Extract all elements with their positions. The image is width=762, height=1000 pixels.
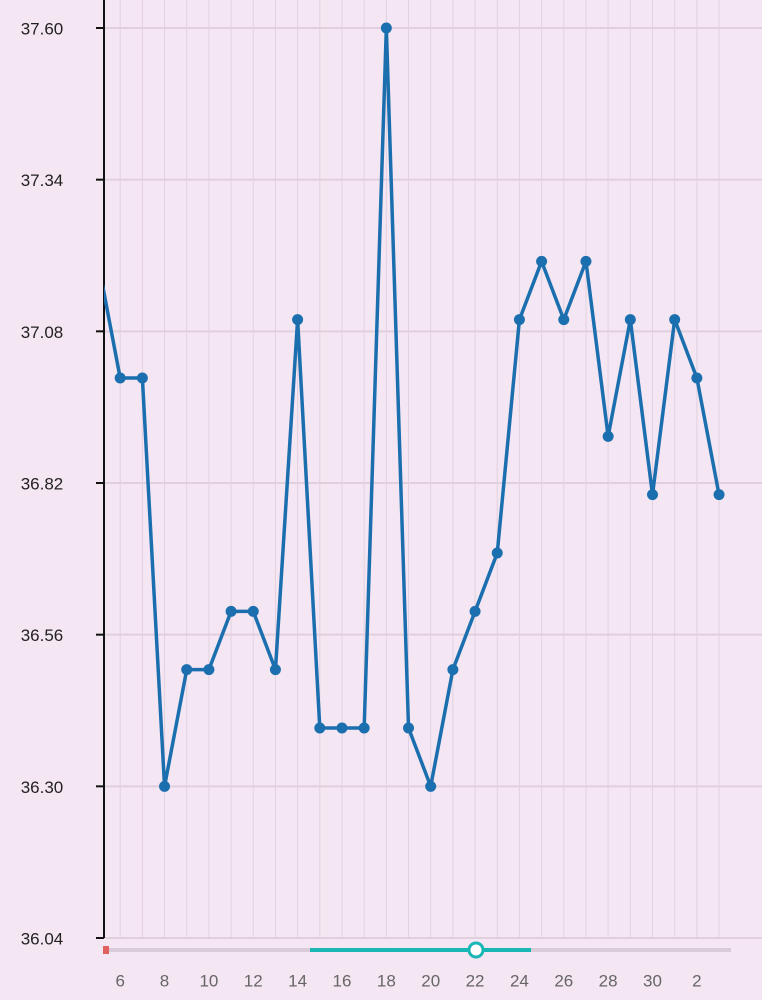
y-tick-label: 37.08 (21, 323, 64, 342)
data-point (602, 430, 614, 442)
x-tick-label: 18 (377, 971, 396, 990)
y-tick-label: 36.04 (21, 929, 64, 948)
y-tick-label: 36.56 (21, 626, 64, 645)
x-tick-label: 10 (199, 971, 218, 990)
x-tick-label: 6 (115, 971, 124, 990)
x-tick-label: 2 (692, 971, 701, 990)
data-point (669, 314, 681, 326)
slider-thumb[interactable] (467, 941, 485, 959)
x-tick-label: 14 (288, 971, 307, 990)
labels: 6 8 10 12 14 16 18 20 22 24 26 28 30 2 36.04 36.30 36.56… (21, 19, 702, 990)
y-tick-label: 36.30 (21, 778, 64, 797)
data-point (93, 256, 104, 267)
range-slider[interactable] (103, 941, 731, 959)
data-point (114, 372, 126, 384)
data-point (358, 722, 370, 734)
data-point (203, 664, 215, 676)
data-point (403, 722, 415, 734)
y-tick-label: 36.82 (21, 474, 64, 493)
data-point (336, 722, 348, 734)
data-point (647, 489, 658, 501)
data-point (425, 780, 437, 792)
data-point (580, 255, 592, 267)
grid (104, 0, 762, 939)
data-point (225, 605, 237, 617)
data-point (713, 489, 725, 501)
data-point (159, 780, 171, 792)
x-tick-label: 28 (599, 971, 618, 990)
x-tick-label: 16 (333, 971, 352, 990)
x-tick-label: 26 (554, 971, 573, 990)
x-tick-label: 22 (466, 971, 485, 990)
plot-area (93, 22, 725, 792)
data-point (513, 314, 525, 326)
y-tick-label: 37.60 (21, 19, 64, 38)
data-point (447, 664, 459, 676)
slider-marker (103, 946, 109, 954)
data-point (181, 664, 193, 676)
data-point (491, 547, 503, 559)
data-point (536, 255, 548, 267)
data-point (691, 372, 703, 384)
y-tick-label: 37.34 (21, 171, 64, 190)
data-point (314, 722, 326, 734)
data-point (380, 22, 392, 34)
data-point (269, 664, 281, 676)
x-tick-label: 30 (643, 971, 662, 990)
x-tick-label: 20 (421, 971, 440, 990)
data-point (247, 605, 259, 617)
x-tick-label: 8 (160, 971, 169, 990)
data-point (469, 605, 481, 617)
data-point (292, 314, 304, 326)
data-point (136, 372, 148, 384)
data-point (624, 314, 636, 326)
data-point (558, 314, 570, 326)
x-tick-label: 24 (510, 971, 529, 990)
x-tick-label: 12 (244, 971, 263, 990)
